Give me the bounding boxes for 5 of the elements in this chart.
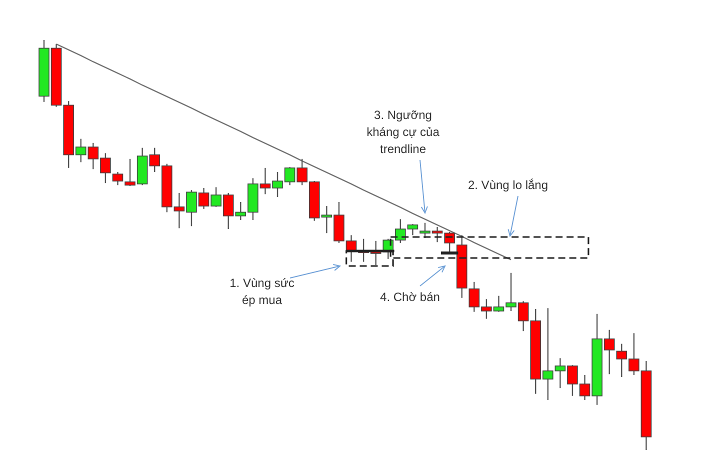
annotation: 3. Ngưỡng kháng cự của trendline bbox=[366, 108, 440, 156]
annotation: 1. Vùng sức ép mua bbox=[230, 276, 294, 307]
annotation: 2. Vùng lo lắng bbox=[468, 178, 548, 192]
candlestick bbox=[112, 171, 124, 186]
annotation: 4. Chờ bán bbox=[380, 290, 440, 304]
